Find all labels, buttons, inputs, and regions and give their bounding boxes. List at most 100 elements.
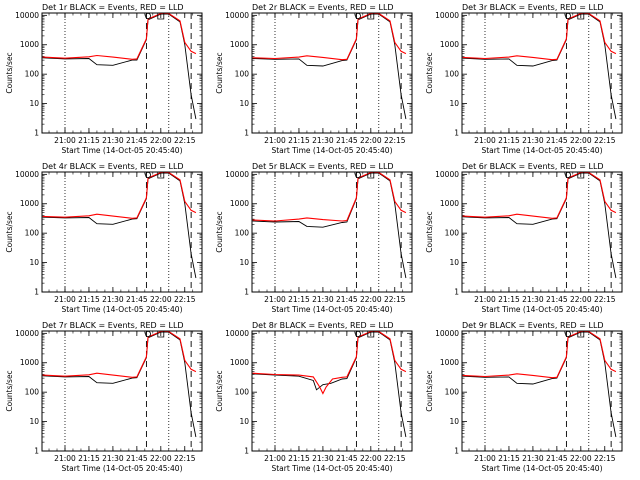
events-series-line — [462, 331, 617, 438]
y-tick-label: 100 — [25, 388, 40, 397]
y-axis-label: Counts/sec — [425, 211, 434, 252]
x-tick-label: 22:15 — [174, 136, 196, 145]
x-tick-label: 21:15 — [498, 136, 520, 145]
subplot-8: Det 8r BLACK = Events, RED = LLD Counts/s… — [215, 321, 413, 473]
x-tick-label: 21:00 — [54, 136, 76, 145]
x-tick-label: 21:45 — [126, 136, 148, 145]
y-tick-label: 100 — [25, 70, 40, 79]
y-tick-label: 10 — [29, 99, 39, 108]
y-tick-label: 100 — [235, 229, 250, 238]
x-axis-label: Start Time (14-Oct-05 20:45:40) — [61, 464, 182, 473]
x-tick-label: 22:00 — [570, 136, 592, 145]
y-tick-label: 10000 — [225, 11, 249, 20]
y-tick-label: 1000 — [20, 199, 39, 208]
x-tick-label: 22:15 — [174, 454, 196, 463]
plot-title: Det 5r BLACK = Events, RED = LLD — [252, 162, 394, 171]
x-tick-label: 22:00 — [150, 454, 172, 463]
x-tick-label: 21:30 — [102, 454, 124, 463]
y-tick-label: 10 — [449, 417, 459, 426]
y-tick-label: 10000 — [225, 170, 249, 179]
x-axis-label: Start Time (14-Oct-05 20:45:40) — [271, 305, 392, 314]
y-tick-label: 100 — [25, 229, 40, 238]
subplot-7: Det 7r BLACK = Events, RED = LLD Counts/s… — [5, 321, 203, 473]
attenuator-marker — [157, 331, 165, 338]
x-tick-label: 22:15 — [384, 454, 406, 463]
y-tick-label: 1000 — [440, 40, 459, 49]
x-tick-label: 21:30 — [102, 295, 124, 304]
y-tick-label: 10 — [449, 258, 459, 267]
attenuator-marker — [157, 172, 165, 179]
events-series-line — [462, 172, 617, 279]
y-tick-label: 10000 — [225, 329, 249, 338]
attenuator-marker — [157, 13, 165, 20]
lld-series-line — [462, 12, 617, 61]
y-axis-label: Counts/sec — [5, 370, 14, 411]
y-tick-label: 10000 — [15, 11, 39, 20]
x-tick-label: 22:15 — [594, 295, 616, 304]
y-tick-label: 1000 — [230, 199, 249, 208]
plot-title: Det 2r BLACK = Events, RED = LLD — [252, 3, 394, 12]
x-tick-label: 21:15 — [78, 454, 100, 463]
events-series-line — [462, 13, 617, 120]
y-tick-label: 1 — [454, 129, 459, 138]
y-tick-label: 10000 — [435, 329, 459, 338]
x-tick-label: 21:45 — [336, 136, 358, 145]
x-tick-label: 21:00 — [264, 295, 286, 304]
x-tick-label: 21:00 — [264, 136, 286, 145]
plot-frame — [251, 171, 413, 293]
y-tick-label: 1 — [454, 288, 459, 297]
x-tick-label: 22:00 — [360, 136, 382, 145]
x-axis-label: Start Time (14-Oct-05 20:45:40) — [481, 146, 602, 155]
y-tick-label: 1000 — [440, 358, 459, 367]
y-tick-label: 10 — [29, 258, 39, 267]
events-series-line — [252, 13, 407, 120]
x-tick-label: 22:15 — [174, 295, 196, 304]
subplot-9: Det 9r BLACK = Events, RED = LLD Counts/s… — [425, 321, 623, 473]
x-tick-label: 21:15 — [288, 136, 310, 145]
x-tick-label: 21:45 — [126, 295, 148, 304]
y-tick-label: 10000 — [15, 170, 39, 179]
lld-series-line — [462, 171, 617, 219]
plot-frame — [251, 12, 413, 134]
x-tick-label: 21:45 — [546, 136, 568, 145]
x-tick-label: 21:45 — [126, 454, 148, 463]
y-tick-label: 1 — [34, 447, 39, 456]
y-axis-label: Counts/sec — [215, 211, 224, 252]
y-tick-label: 1000 — [230, 40, 249, 49]
plot-title: Det 9r BLACK = Events, RED = LLD — [462, 321, 604, 330]
y-tick-label: 100 — [445, 70, 460, 79]
lld-series-line — [252, 12, 407, 61]
x-axis-label: Start Time (14-Oct-05 20:45:40) — [271, 464, 392, 473]
x-tick-label: 22:15 — [384, 136, 406, 145]
x-tick-label: 21:15 — [288, 454, 310, 463]
x-tick-label: 21:30 — [102, 136, 124, 145]
y-tick-label: 1 — [244, 129, 249, 138]
events-series-line — [42, 172, 197, 279]
x-tick-label: 22:00 — [570, 454, 592, 463]
events-series-line — [252, 331, 407, 438]
x-tick-label: 21:00 — [474, 454, 496, 463]
y-tick-label: 100 — [445, 388, 460, 397]
x-tick-label: 21:30 — [312, 295, 334, 304]
events-series-line — [42, 13, 197, 120]
x-tick-label: 22:00 — [150, 136, 172, 145]
attenuator-marker — [577, 331, 585, 338]
x-tick-label: 22:00 — [150, 295, 172, 304]
x-tick-label: 21:15 — [498, 454, 520, 463]
x-tick-label: 21:45 — [336, 295, 358, 304]
subplot-5: Det 5r BLACK = Events, RED = LLD Counts/s… — [215, 162, 413, 314]
y-tick-label: 10 — [239, 258, 249, 267]
x-tick-label: 21:45 — [546, 454, 568, 463]
x-tick-label: 22:00 — [570, 295, 592, 304]
x-tick-label: 22:00 — [360, 295, 382, 304]
lld-series-line — [42, 12, 197, 60]
y-axis-label: Counts/sec — [425, 52, 434, 93]
x-axis-label: Start Time (14-Oct-05 20:45:40) — [61, 305, 182, 314]
lld-series-line — [252, 330, 407, 395]
plot-frame — [461, 330, 623, 452]
plot-title: Det 4r BLACK = Events, RED = LLD — [42, 162, 184, 171]
x-tick-label: 21:15 — [288, 295, 310, 304]
events-series-line — [252, 172, 407, 279]
subplot-2: Det 2r BLACK = Events, RED = LLD Counts/s… — [215, 3, 413, 155]
